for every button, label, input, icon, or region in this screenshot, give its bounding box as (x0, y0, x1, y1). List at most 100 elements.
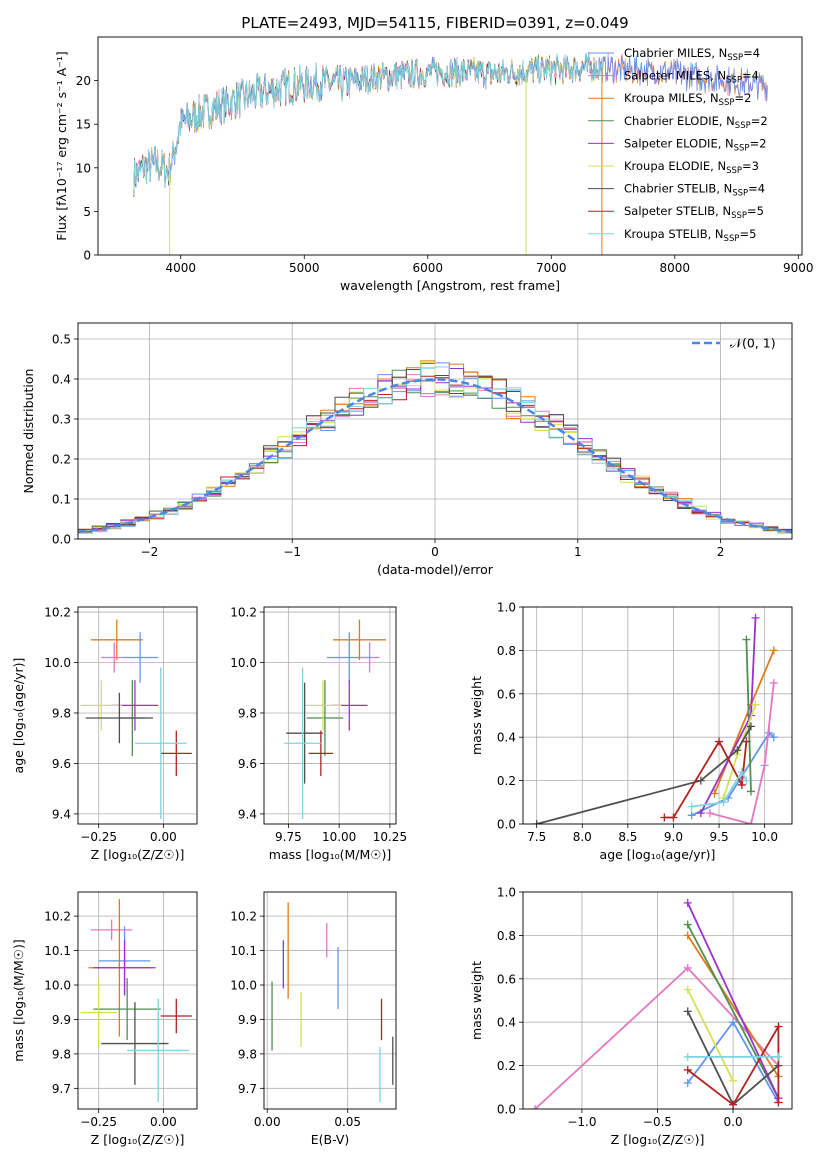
histogram-series-7 (78, 375, 792, 530)
weight-marker (696, 776, 705, 785)
legend-entry-count: =4 (748, 182, 765, 196)
errorbar-point (127, 998, 190, 1103)
errorbar-point (308, 730, 334, 777)
weight-marker (751, 613, 760, 622)
weight-marker (774, 1098, 783, 1107)
errorbar-point (90, 919, 133, 941)
spectrum-series-7 (133, 54, 604, 198)
x-axis-label: Z [log₁₀(Z/Z☉)] (611, 1132, 705, 1147)
weight-marker (683, 1052, 692, 1061)
x-axis-label: Z [log₁₀(Z/Z☉)] (91, 1132, 185, 1147)
x-tick-label: 7.5 (527, 830, 546, 844)
y-tick-label: 9.4 (52, 807, 71, 821)
y-axis-label: mass weight (469, 676, 484, 755)
legend-entry: Salpeter STELIB, NSSP=5 (624, 204, 764, 221)
legend-entry-name: Salpeter ELODIE, N (624, 136, 734, 150)
legend-entry-name: Salpeter MILES, N (624, 69, 726, 83)
y-tick-label: 0.4 (497, 1016, 516, 1030)
legend-entry-name: Chabrier ELODIE, N (624, 114, 735, 128)
x-tick-label: −0.5 (643, 1115, 672, 1129)
weight-marker (669, 813, 678, 822)
axes-frame (522, 891, 793, 1110)
y-tick-label: 10.2 (230, 910, 257, 924)
x-tick-label: 2 (717, 545, 725, 559)
spectrum-series-5 (133, 55, 604, 196)
errorbar-point (80, 680, 122, 731)
y-tick-label: 9.7 (52, 1082, 71, 1096)
weight-marker (769, 678, 778, 687)
weight-marker (531, 1105, 540, 1109)
weight-series-7 (687, 1023, 780, 1107)
y-tick-label: 9.8 (52, 1047, 71, 1061)
x-axis-label: E(B-V) (311, 1132, 350, 1147)
axes-frame (77, 891, 198, 1110)
legend-entry-count: =2 (751, 114, 768, 128)
age-Z-axes: −0.25 0.00 9.4 9.6 9.8 10.0 10.2 Z [log₁₀(Z/Z☉)… (11, 606, 198, 862)
normal-reference-curve (78, 378, 792, 534)
errorbar-point (284, 667, 321, 819)
weight-marker (687, 802, 696, 811)
y-tick-label: 0.2 (52, 453, 71, 467)
y-tick-label: 9.6 (238, 757, 257, 771)
x-tick-label: 1 (574, 545, 582, 559)
y-tick-label: 0.2 (497, 774, 516, 788)
x-tick-label: 9000 (783, 261, 814, 275)
y-tick-label: 15 (76, 118, 91, 132)
legend-entry-name: Kroupa STELIB, N (624, 227, 724, 241)
weight-series-0 (691, 731, 775, 817)
y-tick-label: 10.0 (230, 656, 257, 670)
y-tick-label: 0.1 (52, 493, 71, 507)
x-tick-label: −2 (141, 545, 159, 559)
x-tick-label: −1 (283, 545, 301, 559)
errorbar-point (160, 998, 192, 1034)
axes-frame (522, 606, 793, 825)
x-axis-label: wavelength [Angstrom, rest frame] (340, 278, 560, 293)
weight-marker (769, 646, 778, 655)
weight-marker (715, 737, 724, 746)
age-mass-plot-area (284, 619, 386, 819)
weight-marker (683, 1078, 692, 1087)
errorbar-point (121, 632, 159, 683)
legend-entry: 𝒩(0, 1) (730, 336, 776, 351)
y-tick-label: 10.2 (44, 910, 71, 924)
weight-series-4 (686, 902, 780, 1099)
axes-frame (77, 322, 793, 540)
y-axis-label: Flux [fλ10⁻¹⁷ erg cm⁻² s⁻¹ A⁻¹] (54, 51, 69, 240)
weight-marker (774, 1052, 783, 1061)
weight-age-plot-area (532, 613, 778, 824)
x-axis-label: Z [log₁₀(Z/Z☉)] (91, 847, 185, 862)
weight-marker (683, 1065, 692, 1074)
weight-marker (742, 737, 751, 746)
chart-title: PLATE=2493, MJD=54115, FIBERID=0391, z=0… (241, 14, 628, 32)
y-axis-label: age [log₁₀(age/yr)] (11, 658, 26, 774)
errorbar-point (85, 692, 154, 744)
x-tick-label: 9.75 (275, 830, 302, 844)
y-tick-label: 0.0 (52, 533, 71, 547)
weight-marker (705, 809, 714, 818)
y-tick-label: 9.9 (52, 1013, 71, 1027)
weight-marker (737, 767, 746, 776)
legend-entry: Chabrier ELODIE, NSSP=2 (624, 114, 768, 131)
y-tick-label: 10.2 (44, 606, 71, 620)
x-tick-label: 5000 (289, 261, 320, 275)
mass-Z-axes: −0.25 0.00 9.7 9.8 9.9 10.0 10.1 10.2 Z [log₁₀(Z… (11, 891, 198, 1147)
weight-marker (683, 920, 692, 929)
legend-entry-count: =5 (747, 204, 764, 218)
y-tick-label: 0.2 (497, 1059, 516, 1073)
y-tick-label: 0.0 (497, 818, 516, 832)
errorbar-point (93, 940, 156, 996)
weight-marker (683, 985, 692, 994)
x-tick-label: −0.25 (80, 1115, 117, 1129)
legend-entry-count: =2 (750, 136, 767, 150)
x-tick-label: −0.25 (80, 830, 117, 844)
errorbar-point (306, 680, 344, 756)
legend-entry-count: =2 (734, 91, 751, 105)
weight-Z-plot-area (531, 898, 783, 1109)
x-tick-label: 4000 (165, 261, 196, 275)
spectrum-axes: 4000 5000 6000 7000 8000 9000 0 5 10 15 20 waveleng… (54, 14, 814, 293)
mass-EBV-axes: 0.00 0.05 9.7 9.8 9.9 10.0 10.1 10.2 E(B-V) (230, 891, 397, 1147)
x-tick-label: 10.0 (751, 830, 778, 844)
y-tick-label: 9.9 (238, 1013, 257, 1027)
axes-frame (97, 36, 803, 256)
axes-frame (263, 606, 397, 825)
